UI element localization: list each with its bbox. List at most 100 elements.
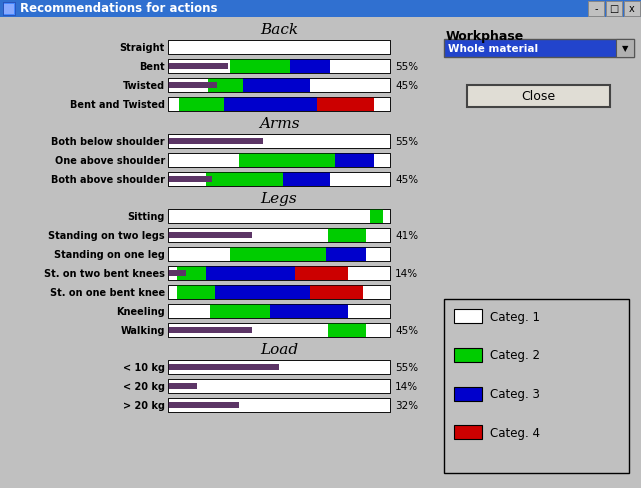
Bar [168,41,390,55]
Bar [270,305,348,318]
Text: Both above shoulder: Both above shoulder [51,175,165,184]
Bar [4,5,14,15]
Bar [168,209,390,224]
Bar [177,285,215,299]
Bar [168,83,217,88]
Bar [168,324,390,337]
Bar [168,247,390,262]
Bar [168,135,390,149]
Bar [168,360,390,374]
Text: 55%: 55% [395,362,418,372]
Bar [168,135,390,149]
Bar [168,154,390,168]
Bar [317,98,374,112]
Text: Arms: Arms [259,117,299,131]
Bar [168,79,390,93]
Bar [328,228,365,243]
Bar [168,365,279,370]
Bar [3,3,15,16]
Bar [606,2,622,17]
Bar [168,266,390,281]
Bar [168,98,390,112]
Text: Sitting: Sitting [128,212,165,222]
Text: Walking: Walking [121,325,165,335]
Bar [290,60,330,74]
Bar [168,154,390,168]
Bar [168,228,390,243]
Bar [326,247,365,262]
Bar [168,177,212,183]
Text: -: - [594,4,598,14]
Bar [168,379,390,393]
Text: > 20 kg: > 20 kg [123,400,165,410]
Bar [168,247,390,262]
Bar [444,40,634,58]
Text: < 10 kg: < 10 kg [123,362,165,372]
Text: Straight: Straight [120,43,165,53]
Text: Legs: Legs [261,192,297,205]
Bar [168,305,390,318]
Bar [454,348,482,362]
Bar [444,299,629,473]
Text: Whole material: Whole material [448,44,538,54]
Bar [168,173,390,186]
Text: Categ. 3: Categ. 3 [490,387,540,400]
Text: ▼: ▼ [622,44,628,53]
Bar [328,324,365,337]
Text: Bent: Bent [139,62,165,72]
Bar [168,271,186,276]
Text: Close: Close [521,90,556,103]
Bar [335,154,374,168]
Bar [230,247,326,262]
Text: 14%: 14% [395,268,418,279]
Bar [168,398,390,412]
Bar [168,98,390,112]
Bar [454,426,482,440]
Text: Load: Load [260,342,298,356]
Text: Twisted: Twisted [123,81,165,91]
Bar [168,285,390,299]
Bar [310,285,363,299]
Text: x: x [629,4,635,14]
Bar [208,79,244,93]
Bar [215,285,310,299]
Bar [454,309,482,324]
Bar [177,266,206,281]
Bar [168,305,390,318]
Text: Recommendations for actions: Recommendations for actions [20,2,217,16]
Text: 45%: 45% [395,175,418,184]
Bar [168,327,253,333]
Bar [206,266,295,281]
Bar [244,79,310,93]
Bar [168,173,390,186]
Bar [168,324,390,337]
Text: □: □ [610,4,619,14]
Bar [206,173,283,186]
Bar [210,305,270,318]
Bar [239,154,335,168]
Bar [168,60,390,74]
FancyBboxPatch shape [467,86,610,108]
Bar [168,403,239,408]
Bar [168,360,390,374]
Text: 45%: 45% [395,81,418,91]
Text: St. on two bent knees: St. on two bent knees [44,268,165,279]
Bar [283,173,330,186]
Bar [230,60,290,74]
Text: Categ. 1: Categ. 1 [490,310,540,323]
Bar [370,209,383,224]
Text: Bent and Twisted: Bent and Twisted [70,100,165,110]
Text: Kneeling: Kneeling [116,306,165,316]
Text: Workphase: Workphase [446,30,524,43]
Bar [168,41,390,55]
Text: 14%: 14% [395,381,418,391]
Bar [616,40,634,58]
Text: One above shoulder: One above shoulder [54,156,165,165]
Text: Standing on two legs: Standing on two legs [48,230,165,241]
Bar [454,387,482,401]
Bar [168,233,253,238]
Bar [168,64,228,69]
Text: Categ. 4: Categ. 4 [490,426,540,439]
Text: 32%: 32% [395,400,418,410]
Bar [168,60,390,74]
